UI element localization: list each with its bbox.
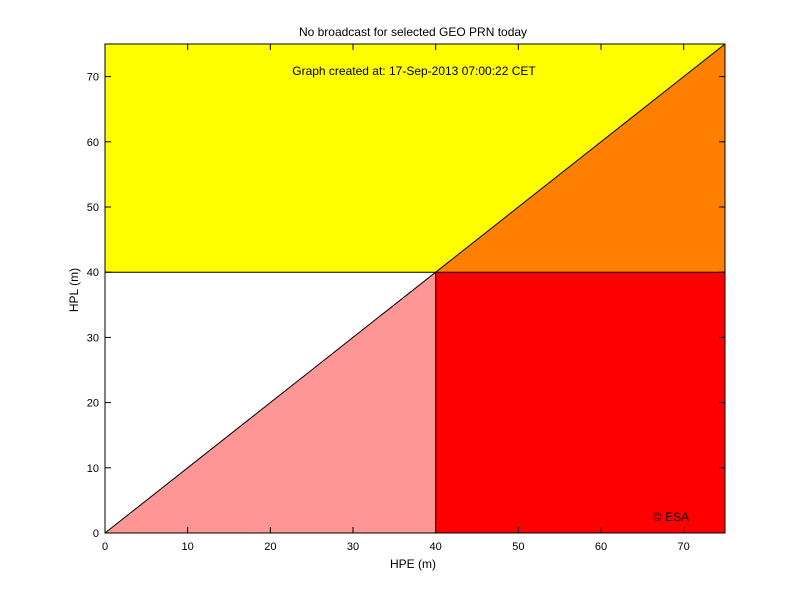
y-tick-label: 60 [87, 137, 99, 149]
y-tick-label: 20 [87, 398, 99, 410]
x-tick-label: 60 [595, 541, 607, 553]
chart-title: No broadcast for selected GEO PRN today [299, 25, 527, 39]
y-tick-label: 10 [87, 463, 99, 475]
x-tick-label: 30 [347, 541, 359, 553]
region-red [436, 272, 725, 533]
y-tick-label: 40 [87, 267, 99, 279]
x-axis-label: HPE (m) [390, 557, 436, 571]
x-tick-label: 40 [430, 541, 442, 553]
y-tick-label: 30 [87, 332, 99, 344]
y-tick-label: 0 [93, 528, 99, 540]
x-tick-label: 50 [512, 541, 524, 553]
x-tick-label: 10 [182, 541, 194, 553]
x-tick-label: 20 [264, 541, 276, 553]
x-tick-label: 0 [102, 541, 108, 553]
copyright-annotation: © ESA [653, 510, 689, 524]
x-tick-label: 70 [678, 541, 690, 553]
y-tick-label: 70 [87, 72, 99, 84]
y-axis-label: HPL (m) [67, 268, 81, 312]
plot-area: 0 10 20 30 40 50 60 70 0 10 20 30 40 50 60 70 [87, 44, 725, 553]
chart-subtitle: Graph created at: 17-Sep-2013 07:00:22 C… [292, 64, 536, 78]
y-tick-label: 50 [87, 202, 99, 214]
